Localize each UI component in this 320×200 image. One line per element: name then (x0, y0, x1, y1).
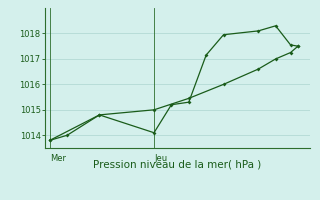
X-axis label: Pression niveau de la mer( hPa ): Pression niveau de la mer( hPa ) (93, 159, 262, 169)
Text: Mer: Mer (50, 154, 66, 163)
Text: Jeu: Jeu (154, 154, 167, 163)
